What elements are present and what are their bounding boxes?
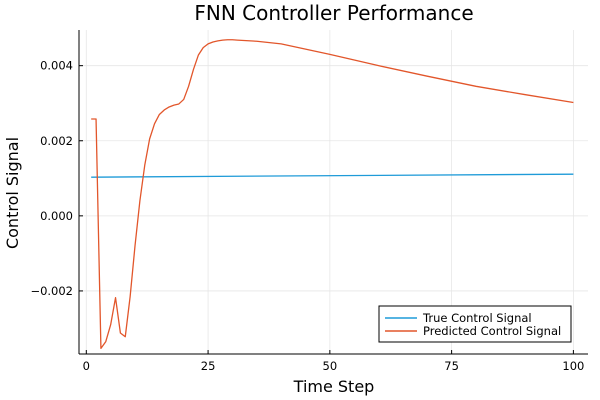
y-tick-label: 0.000 xyxy=(40,209,73,223)
x-tick-label: 0 xyxy=(83,359,90,373)
legend-box xyxy=(378,305,572,343)
series-layer xyxy=(91,39,574,350)
y-axis-label: Control Signal xyxy=(3,137,22,249)
y-tick-label: 0.004 xyxy=(40,59,73,73)
x-axis-label: Time Step xyxy=(293,377,375,396)
x-tick-label: 25 xyxy=(201,359,216,373)
y-tick-label: 0.002 xyxy=(40,134,73,148)
grid-lines xyxy=(79,30,588,354)
tick-labels: 0 25 50 75 100 −0.002 0.000 0.002 0.004 xyxy=(30,59,584,373)
legend-label: True Control Signal xyxy=(422,311,532,325)
x-tick-label: 100 xyxy=(562,359,584,373)
x-tick-label: 75 xyxy=(444,359,459,373)
chart-title: FNN Controller Performance xyxy=(194,1,473,25)
series-line-predicted-control-signal xyxy=(91,39,574,350)
x-tick-label: 50 xyxy=(323,359,338,373)
series-line-true-control-signal xyxy=(91,173,574,178)
y-tick-label: −0.002 xyxy=(30,284,73,298)
legend-label: Predicted Control Signal xyxy=(423,324,561,338)
axes xyxy=(78,30,588,355)
